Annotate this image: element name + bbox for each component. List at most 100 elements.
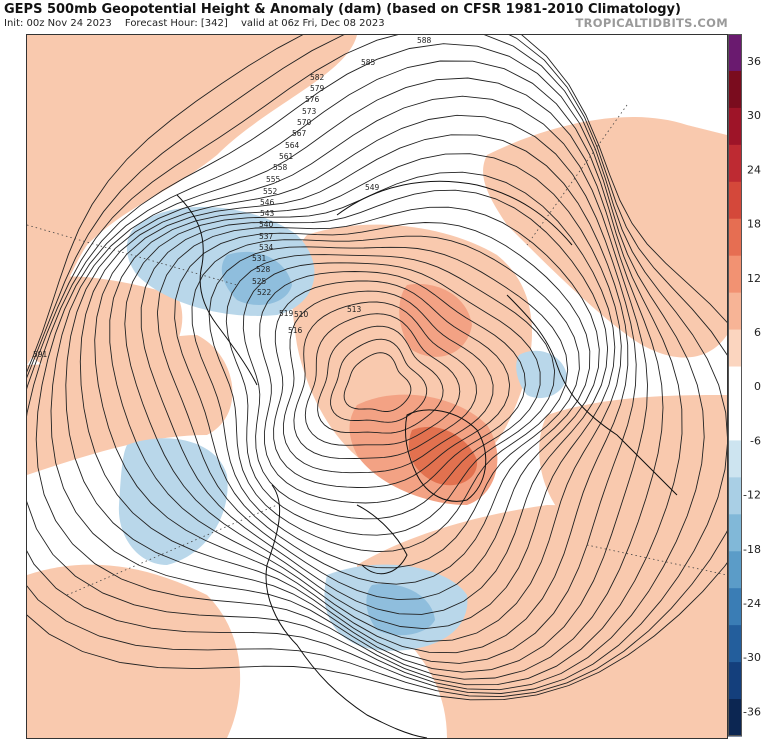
colorbar-tick-label: -12 <box>743 489 761 502</box>
contour-label: 540 <box>259 220 274 229</box>
colorbar-segment <box>728 218 742 257</box>
height-contour-line <box>156 206 600 601</box>
height-contour-line <box>282 290 494 474</box>
cold-anomaly-europe <box>516 350 567 399</box>
height-contour-line <box>259 271 526 504</box>
height-contour-line <box>242 262 541 520</box>
height-contour-line <box>293 301 477 460</box>
init-time: Init: 00z Nov 24 2023 <box>4 18 112 29</box>
colorbar-border <box>728 34 742 736</box>
coastline-east-asia <box>176 194 258 386</box>
cold-anomaly-north-pacific <box>118 438 228 565</box>
colorbar-segment <box>728 366 742 404</box>
height-contour-line <box>191 235 580 569</box>
warm-anomaly-southwest <box>27 564 241 738</box>
colorbar-tick-label: -30 <box>743 651 761 664</box>
colorbar-segment <box>728 107 742 146</box>
contour-label: 537 <box>259 232 274 241</box>
contour-label: 525 <box>252 277 267 286</box>
height-contour-line <box>65 95 648 673</box>
contour-label: 591 <box>33 350 48 359</box>
height-contour-line <box>27 43 705 691</box>
colorbar-segment <box>728 70 742 109</box>
colorbar-tick-label: 12 <box>747 272 761 285</box>
contour-label: 582 <box>310 73 325 82</box>
colorbar-tick-label: 36 <box>747 55 761 68</box>
colorbar-segment <box>728 403 742 441</box>
contour-label: 510 <box>294 310 309 319</box>
colorbar-segment <box>728 34 742 72</box>
height-contour-line <box>27 35 727 698</box>
cold-anomaly-east-asia-core <box>221 251 292 305</box>
contour-label: 576 <box>305 95 320 104</box>
contour-label: 543 <box>260 209 275 218</box>
header: GEPS 500mb Geopotential Height & Anomaly… <box>0 0 768 34</box>
warm-anomaly-atlantic <box>357 505 727 738</box>
height-contour-line <box>27 35 727 701</box>
height-contours <box>27 35 727 701</box>
height-contour-line <box>140 189 609 615</box>
contour-label: 567 <box>292 129 307 138</box>
contour-labels: 588 585 582 579 576 573 570 567 564 561 558 555 552 5… <box>33 36 432 359</box>
forecast-hour: Forecast Hour: [342] <box>124 18 228 29</box>
colorbar-segment <box>728 477 742 515</box>
contour-label: 513 <box>347 305 362 314</box>
coastline-hudson-bay <box>356 504 408 575</box>
colorbar-segment <box>728 181 742 220</box>
valid-time: valid at 06z Fri, Dec 08 2023 <box>240 18 385 29</box>
height-contour-line <box>124 171 616 630</box>
anomaly-colorbar: 36 30 24 18 12 6 0 -6 -12 -18 -24 -30 -36 <box>728 34 768 744</box>
height-contour-line <box>304 313 461 446</box>
contour-label: 534 <box>259 243 274 252</box>
colorbar-tick-label: 30 <box>747 109 761 122</box>
contour-label: 585 <box>361 58 376 67</box>
contour-label: 573 <box>302 107 317 116</box>
contour-label: 558 <box>273 163 288 172</box>
contour-label: 546 <box>260 198 275 207</box>
contour-label: 528 <box>256 265 271 274</box>
height-contour-line <box>343 352 412 412</box>
graticule <box>27 104 727 596</box>
contour-label: 516 <box>288 326 303 335</box>
height-contour-line <box>50 77 664 680</box>
colorbar-tick-label: 6 <box>754 326 761 339</box>
colorbar-canvas: 36 30 24 18 12 6 0 -6 -12 -18 -24 -30 -36 <box>728 34 761 737</box>
height-contour-line <box>174 222 591 585</box>
contour-label: 549 <box>365 183 380 192</box>
contour-label: 552 <box>263 187 278 196</box>
map-subtitle: Init: 00z Nov 24 2023 Forecast Hour: [34… <box>4 18 395 29</box>
colorbar-segment <box>728 699 742 737</box>
colorbar-tick-label: -6 <box>750 434 761 447</box>
colorbar-segment <box>728 440 742 478</box>
map-canvas: 588 585 582 579 576 573 570 567 564 561 558 555 552 5… <box>27 35 727 738</box>
colorbar-segment <box>728 514 742 552</box>
colorbar-tick-label: -24 <box>743 597 761 610</box>
coastline-north-america <box>265 484 428 738</box>
height-contour-line <box>35 60 683 686</box>
colorbar-tick-label: -18 <box>743 543 761 556</box>
coastline-arctic-russia <box>336 180 573 246</box>
colorbar-segment <box>728 625 742 663</box>
colorbar-tick-label: 0 <box>754 380 761 393</box>
warm-anomaly-pacific-east <box>27 35 357 365</box>
graticule-line-2 <box>66 504 278 596</box>
brand-watermark: TROPICALTIDBITS.COM <box>575 16 728 30</box>
colorbar-segment <box>728 255 742 294</box>
graticule-line-3 <box>586 544 727 576</box>
coastline-europe <box>506 294 678 496</box>
graticule-line-1 <box>27 224 238 286</box>
height-anomaly-map: 588 585 582 579 576 573 570 567 564 561 558 555 552 5… <box>26 34 728 739</box>
map-title: GEPS 500mb Geopotential Height & Anomaly… <box>4 2 681 17</box>
contour-label: 555 <box>266 175 281 184</box>
height-contour-line <box>109 153 622 642</box>
height-contour-line <box>27 35 727 694</box>
colorbar-tick-label: -36 <box>743 705 761 718</box>
colorbar-segment <box>728 551 742 589</box>
height-contour-line <box>94 134 629 654</box>
height-contour-line <box>208 246 569 553</box>
contour-label: 564 <box>285 141 300 150</box>
height-contour-line <box>330 338 428 423</box>
contour-label: 579 <box>310 84 325 93</box>
colorbar-segment <box>728 144 742 183</box>
colorbar-segment <box>728 588 742 626</box>
